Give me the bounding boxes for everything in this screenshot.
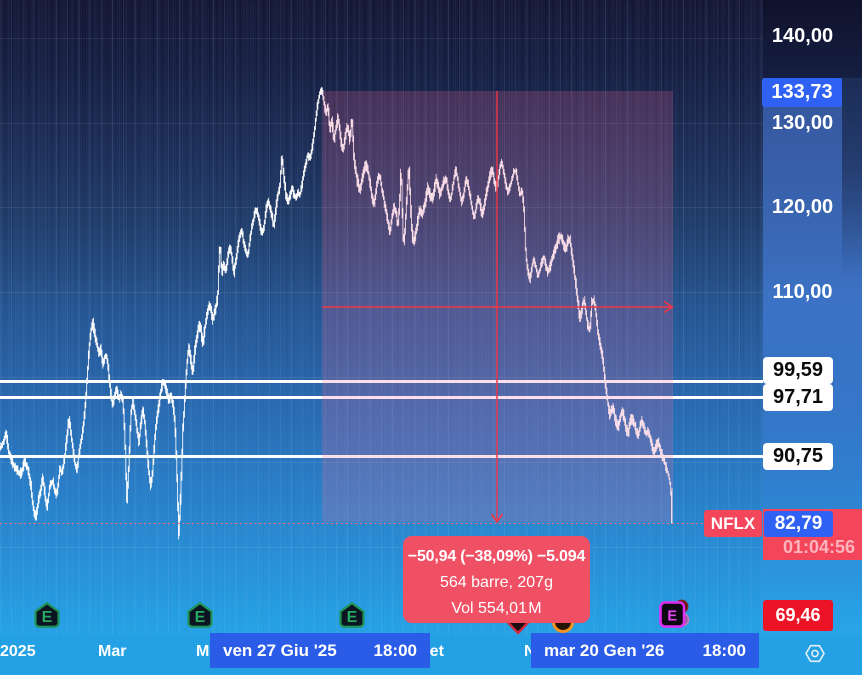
svg-text:E: E: [347, 609, 358, 626]
svg-text:E: E: [194, 609, 205, 626]
svg-text:E: E: [667, 609, 677, 625]
svg-text:E: E: [41, 609, 52, 626]
